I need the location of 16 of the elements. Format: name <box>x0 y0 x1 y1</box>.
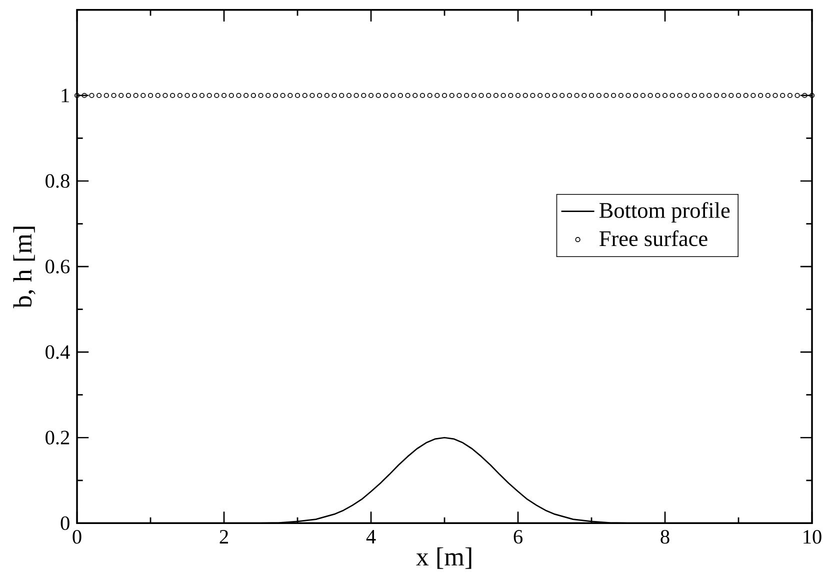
x-axis-title: x [m] <box>416 547 472 569</box>
x-tick-label: 6 <box>514 530 522 544</box>
y-axis-title: b, h [m] <box>13 226 36 308</box>
legend-label: Bottom profile <box>599 202 730 222</box>
x-tick-label: 0 <box>72 530 82 544</box>
x-tick-label: 2 <box>220 530 228 544</box>
x-tick-label: 10 <box>804 530 822 544</box>
y-tick-label: 1 <box>62 88 69 102</box>
x-tick-label: 4 <box>366 530 376 544</box>
y-tick-label: 0.6 <box>46 260 70 274</box>
y-tick-label: 0 <box>60 516 70 530</box>
legend-label: Free surface <box>599 230 708 246</box>
y-tick-label: 0.4 <box>46 345 70 359</box>
x-tick-label: 8 <box>660 530 670 544</box>
y-tick-label: 0.8 <box>46 174 70 188</box>
y-tick-label: 0.2 <box>46 430 70 444</box>
